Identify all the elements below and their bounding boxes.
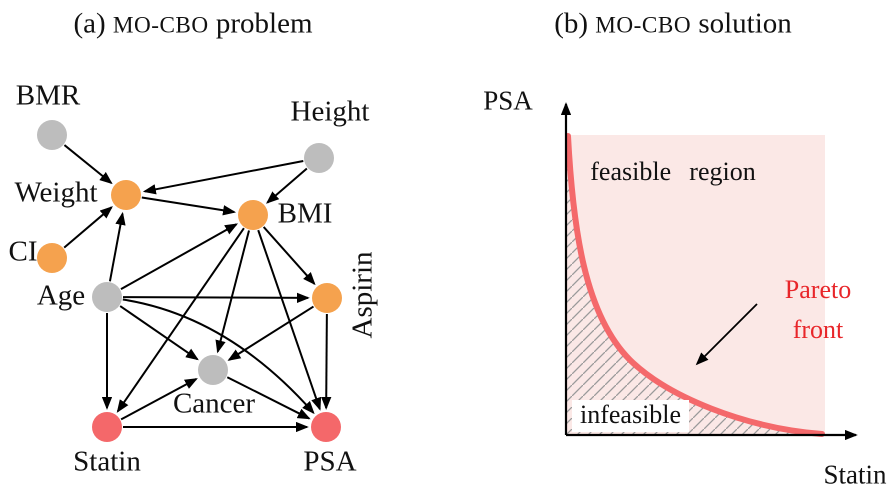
node-age <box>92 282 122 312</box>
panel-b-title-prefix: (b) <box>554 7 596 40</box>
edge-height-bmi <box>266 167 308 204</box>
node-label-weight: Weight <box>14 176 98 209</box>
edge-bmi-statin <box>116 227 245 413</box>
node-weight <box>111 180 141 210</box>
pareto-front-label: Pareto front <box>785 270 851 350</box>
pareto-plot <box>560 102 858 441</box>
edge-aspirin-psa <box>321 313 332 410</box>
edge-bmr-weight <box>63 144 113 185</box>
x-axis-label: Statin <box>823 459 887 489</box>
edge-statin-cancer <box>120 378 198 421</box>
node-label-aspirin: Aspirin <box>346 251 379 339</box>
node-label-bmi: BMI <box>277 197 333 230</box>
panel-a-title-smallcaps: MO-CBO <box>112 12 209 39</box>
edge-bmi-aspirin <box>262 226 316 286</box>
edge-age-bmi <box>120 223 239 291</box>
node-ci <box>37 243 67 273</box>
node-bmi <box>238 200 268 230</box>
edge-bmi-psa <box>257 229 322 411</box>
feasible-region-label: feasible region <box>590 157 756 186</box>
edge-aspirin-cancer <box>227 305 315 361</box>
panel-a-title-prefix: (a) <box>73 7 113 40</box>
edge-height-weight <box>142 160 304 195</box>
node-label-bmr: BMR <box>15 79 81 112</box>
pareto-annotation-arrow <box>695 303 758 366</box>
causal-graph <box>37 120 342 442</box>
node-label-height: Height <box>290 95 370 128</box>
node-statin <box>92 412 122 442</box>
node-bmr <box>37 120 67 150</box>
node-label-statin: Statin <box>73 445 141 478</box>
panel-a-title-suffix: problem <box>208 7 313 40</box>
node-cancer <box>198 355 228 385</box>
node-aspirin <box>312 283 342 313</box>
edge-ci-weight <box>63 206 113 249</box>
y-axis-label: PSA <box>483 85 533 116</box>
edge-weight-bmi <box>141 196 237 216</box>
panel-b-title-suffix: solution <box>691 7 792 40</box>
node-label-cancer: Cancer <box>172 387 256 420</box>
edge-age-psa <box>122 298 315 415</box>
edge-cancer-psa <box>226 376 311 420</box>
node-label-ci: CI <box>8 235 38 268</box>
edge-age-weight <box>108 211 126 282</box>
edge-age-aspirin <box>122 292 310 304</box>
node-label-age: Age <box>36 279 86 312</box>
panel-a-title: (a) MO-CBO problem <box>73 8 312 41</box>
edge-bmi-cancer <box>215 230 250 354</box>
pareto-front-label-line1: Pareto <box>784 275 852 304</box>
node-height <box>304 143 334 173</box>
panel-b-title: (b) MO-CBO solution <box>554 8 792 41</box>
pareto-front-curve <box>565 133 825 437</box>
infeasible-label: infeasible <box>572 400 690 432</box>
node-psa <box>311 412 341 442</box>
node-label-psa: PSA <box>303 445 357 478</box>
panel-b-title-smallcaps: MO-CBO <box>595 12 692 39</box>
pareto-front-label-line2: front <box>792 315 844 344</box>
edge-age-cancer <box>119 305 199 361</box>
